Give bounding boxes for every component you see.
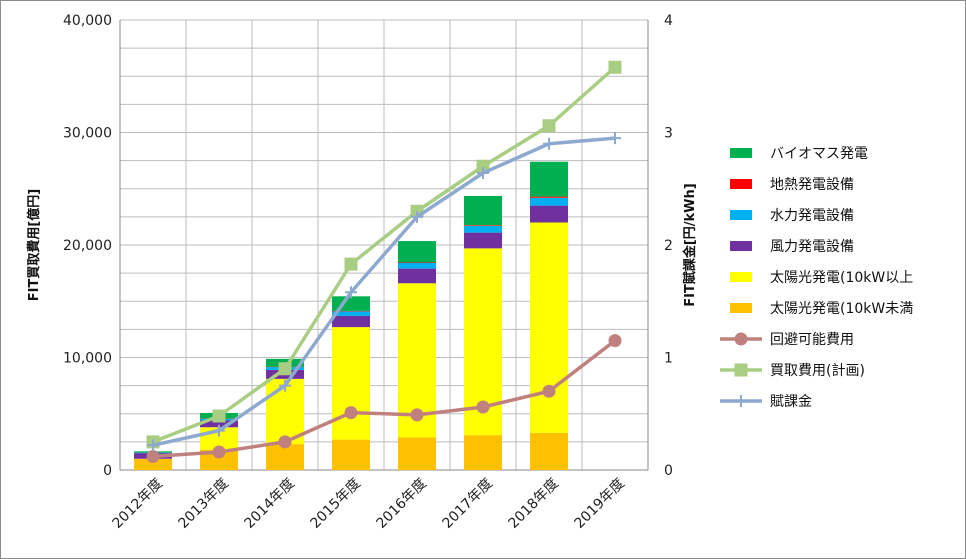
legend-swatch [730,179,752,189]
bar-segment [464,435,502,470]
line-point [146,450,160,463]
bar-segment [398,437,436,470]
line-point [344,257,358,271]
bar-segment [266,444,304,470]
y-axis-title: FIT買取費用[億円] [26,189,42,301]
bar-segment [530,197,568,206]
bar-segment [464,232,502,249]
legend-swatch [730,241,752,251]
x-tick-label: 2016年度 [374,476,430,532]
line-point [212,409,226,423]
x-tick-label: 2012年度 [110,476,166,532]
bar-segment [464,195,502,226]
bar-segment [530,432,568,470]
line-point [345,286,357,299]
bar-segment [332,315,370,328]
legend-swatch [730,210,752,220]
series-line [152,65,617,444]
legend-swatch [730,272,752,282]
bar-segment [134,458,172,470]
line-point [147,439,159,452]
y-tick-label: 30,000 [63,126,112,142]
y2-tick-label: 2 [664,238,673,254]
line-point [734,332,748,346]
legend-label: 太陽光発電(10kW未満 [770,301,913,317]
legend-label: 回避可能費用 [770,332,854,348]
x-tick-label: 2017年度 [440,476,496,532]
x-tick-label: 2015年度 [308,476,364,532]
bar-segment [398,241,436,263]
bar-segment [332,439,370,470]
line-point [344,406,358,420]
bar-segment [200,449,238,470]
y-tick-label: 20,000 [63,238,112,254]
line-point [278,362,292,376]
x-tick-label: 2013年度 [176,476,232,532]
legend-swatch [730,303,752,313]
line-point [543,137,555,150]
bar-segment [332,327,370,440]
y-tick-label: 40,000 [63,13,112,29]
line-point [278,435,292,449]
bar-segment [464,225,502,226]
line-point [608,334,622,348]
line-point [213,424,225,437]
y2-tick-label: 0 [664,463,673,479]
legend-label: 賦課金 [770,394,812,410]
series-line [152,136,616,447]
bar-segment [530,196,568,198]
y2-tick-label: 4 [664,13,673,29]
line-point [542,119,556,133]
bar-segment [332,311,370,316]
line-point [279,379,291,392]
y2-tick-label: 1 [664,351,673,367]
x-tick-label: 2014年度 [242,476,298,532]
bar-segment [530,205,568,223]
bar-segment [398,268,436,284]
line-point [476,159,490,173]
series-line [152,339,617,459]
line-point [734,363,748,377]
x-tick-label: 2018年度 [506,476,562,532]
legend-label: 風力発電設備 [770,239,854,255]
y-tick-label: 10,000 [63,351,112,367]
line-point [609,132,621,145]
line-point [542,384,556,398]
legend-swatch [730,148,752,158]
bar-segment [464,225,502,233]
legend-label: 地熱発電設備 [770,177,854,193]
line-point [411,210,423,223]
bar-segment [398,262,436,263]
line-point [608,60,622,74]
legend-label: バイオマス発電 [770,146,868,162]
line-point [477,167,489,179]
bar-segment [398,263,436,269]
legend-label: 太陽光発電(10kW以上 [770,270,913,286]
bar-segment [200,420,238,428]
y2-tick-label: 3 [664,126,673,142]
line-point [735,395,747,407]
bar-segment [530,161,568,197]
line-point [410,408,424,422]
legend-label: 水力発電設備 [770,208,854,224]
x-tick-label: 2019年度 [572,476,628,532]
y2-axis-title: FIT賦課金[円/kWh] [682,183,698,306]
legend-label: 買取費用(計画) [770,363,865,379]
y-tick-label: 0 [103,463,112,479]
line-point [476,400,490,414]
line-point [212,445,226,459]
bar-segment [530,222,568,433]
